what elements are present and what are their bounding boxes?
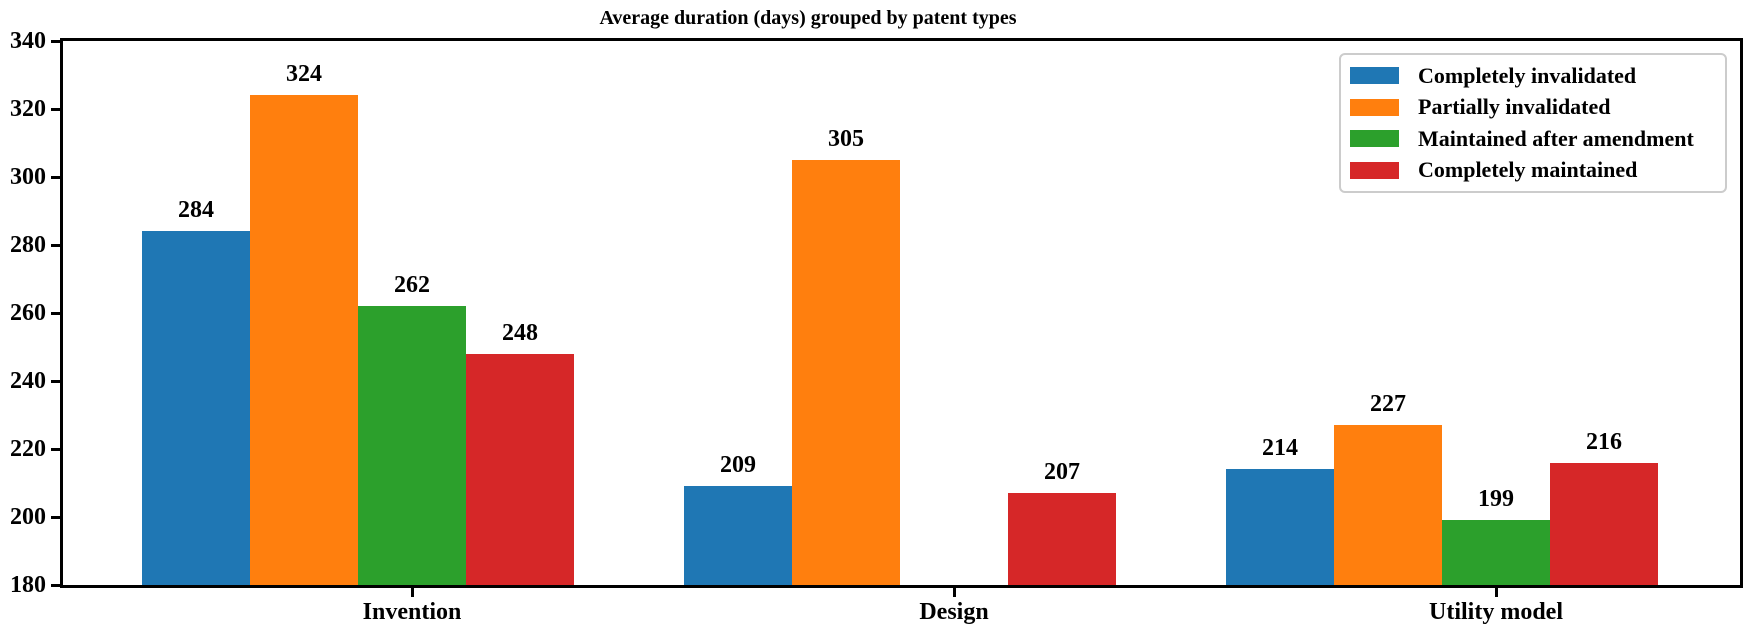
bar-value-label: 216 xyxy=(1586,428,1622,455)
y-axis-tick-mark xyxy=(51,243,60,247)
y-axis-tick-mark xyxy=(51,175,60,179)
bar-maintained-after-amendment xyxy=(1442,520,1550,585)
y-axis-tick-label: 340 xyxy=(10,28,46,54)
x-axis-category-label: Design xyxy=(919,599,989,625)
y-axis-tick-mark xyxy=(51,583,60,587)
y-axis-tick-mark xyxy=(51,447,60,451)
legend-swatch-icon xyxy=(1350,161,1399,179)
y-axis-tick-label: 300 xyxy=(10,164,46,190)
legend-swatch-icon xyxy=(1350,67,1399,85)
bar-completely-maintained xyxy=(1008,493,1116,585)
y-axis-tick-label: 180 xyxy=(10,572,46,598)
bar-completely-invalidated xyxy=(1226,469,1334,585)
bar-value-label: 199 xyxy=(1478,486,1514,513)
x-axis-category-label: Utility model xyxy=(1429,599,1563,625)
x-axis-tick-mark xyxy=(410,588,414,597)
bar-partially-invalidated xyxy=(1334,425,1442,585)
legend-swatch-icon xyxy=(1350,130,1399,148)
plot-area: 284 209 214 324 305 227 262 199 248 207 216 xyxy=(60,38,1743,588)
y-axis-tick-mark xyxy=(51,311,60,315)
bar-value-label: 209 xyxy=(720,452,756,479)
bar-maintained-after-amendment xyxy=(358,306,466,585)
y-axis-tick-label: 260 xyxy=(10,300,46,326)
bar-value-label: 207 xyxy=(1044,459,1080,486)
bar-completely-invalidated xyxy=(142,231,250,585)
y-axis-tick-mark xyxy=(51,107,60,111)
bar-value-label: 227 xyxy=(1370,391,1406,418)
bar-value-label: 284 xyxy=(178,197,214,224)
x-axis-category-label: Invention xyxy=(362,599,462,625)
legend-swatch-icon xyxy=(1350,98,1399,116)
legend-item: Completely invalidated xyxy=(1350,62,1725,88)
y-axis-tick-label: 200 xyxy=(10,504,46,530)
legend-item: Maintained after amendment xyxy=(1350,125,1725,151)
y-axis-tick-mark xyxy=(51,39,60,43)
legend-label: Completely maintained xyxy=(1418,157,1638,183)
legend-label: Completely invalidated xyxy=(1418,62,1637,88)
chart-title: Average duration (days) grouped by paten… xyxy=(599,7,1017,29)
bar-completely-maintained xyxy=(1550,462,1658,585)
bar-value-label: 214 xyxy=(1262,435,1298,462)
legend-label: Partially invalidated xyxy=(1418,94,1611,120)
bar-value-label: 324 xyxy=(286,61,322,88)
bar-value-label: 248 xyxy=(502,319,538,346)
y-axis-tick-label: 220 xyxy=(10,436,46,462)
y-axis-tick-mark xyxy=(51,515,60,519)
legend-label: Maintained after amendment xyxy=(1418,125,1694,151)
y-axis-tick-label: 240 xyxy=(10,368,46,394)
y-axis-tick-mark xyxy=(51,379,60,383)
x-axis-tick-mark xyxy=(952,588,956,597)
bar-value-label: 305 xyxy=(828,126,864,152)
y-axis-tick-label: 280 xyxy=(10,232,46,258)
bar-completely-maintained xyxy=(466,353,574,585)
y-axis-tick-label: 320 xyxy=(10,96,46,122)
bar-completely-invalidated xyxy=(684,486,792,585)
x-axis-tick-mark xyxy=(1494,588,1498,597)
bar-partially-invalidated xyxy=(250,95,358,585)
bar-partially-invalidated xyxy=(792,160,900,585)
legend-item: Partially invalidated xyxy=(1350,96,1725,118)
bar-value-label: 262 xyxy=(394,272,430,299)
legend-item: Completely maintained xyxy=(1350,159,1725,181)
legend: Completely invalidated Partially invalida… xyxy=(1339,53,1727,193)
